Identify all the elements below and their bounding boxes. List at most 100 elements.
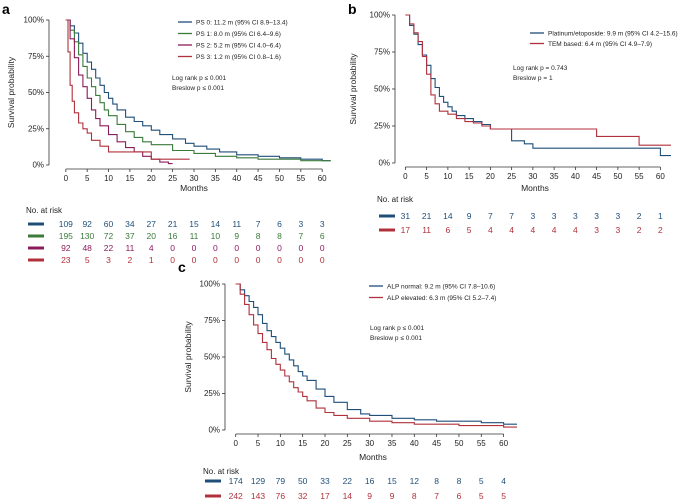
risk-count: 3	[573, 211, 578, 221]
stats-annotation: Log rank p ≤ 0.001	[172, 75, 227, 82]
x-tick-label: 10	[276, 439, 285, 448]
panel-c: c0%25%50%75%100%0 5 10 15 20 25 30 35 40 45 50 55 60…	[178, 259, 517, 501]
risk-count: 5	[479, 476, 484, 486]
risk-count: 5	[467, 225, 472, 235]
risk-count: 9	[367, 491, 372, 501]
stats-annotation: Log rank p = 0.743	[513, 65, 568, 72]
risk-count: 5	[479, 491, 484, 501]
risk-count: 6	[446, 225, 451, 235]
risk-count: 72	[104, 231, 114, 241]
risk-count: 14	[211, 219, 221, 229]
y-tick-label: 0%	[208, 426, 220, 435]
survival-curve-series-2	[235, 283, 517, 428]
risk-count: 1	[149, 255, 154, 265]
x-tick-label: 40	[410, 439, 419, 448]
x-tick-label: 60	[499, 439, 508, 448]
risk-count: 8	[412, 491, 417, 501]
x-tick-label: 25	[168, 174, 177, 183]
panel-label: b	[348, 1, 357, 17]
legend-entry: ALP normal: 9.2 m (95% CI 7.8–10.6)	[387, 284, 495, 291]
risk-count: 2	[658, 225, 663, 235]
panel-label: c	[178, 259, 186, 275]
risk-count: 6	[277, 219, 282, 229]
risk-count: 14	[343, 491, 353, 501]
y-axis-label: Survival probability	[183, 321, 193, 393]
risk-count: 8	[457, 476, 462, 486]
x-tick-label: 50	[613, 172, 622, 181]
survival-curve-series-2	[405, 14, 671, 146]
y-tick-label: 25%	[28, 124, 44, 133]
risk-count: 0	[192, 243, 197, 253]
risk-count: 11	[232, 219, 241, 229]
x-tick-label: 5	[256, 439, 261, 448]
x-tick-label: 55	[296, 174, 305, 183]
legend-entry: TEM based: 6.4 m (95% CI 4.9–7.9)	[548, 41, 652, 48]
risk-count: 92	[61, 243, 71, 253]
x-tick-label: 20	[321, 439, 330, 448]
risk-count: 143	[251, 491, 265, 501]
risk-count: 109	[59, 219, 73, 229]
risk-count: 37	[125, 231, 135, 241]
x-tick-label: 30	[365, 439, 374, 448]
risk-count: 2	[637, 225, 642, 235]
risk-count: 174	[229, 476, 243, 486]
risk-count: 31	[401, 211, 411, 221]
risk-count: 11	[125, 243, 134, 253]
risk-count: 4	[488, 225, 493, 235]
risk-count: 195	[59, 231, 73, 241]
x-tick-label: 35	[211, 174, 220, 183]
survival-curve-series-1	[235, 283, 517, 425]
risk-count: 7	[298, 231, 303, 241]
stats-annotation: Breslow p ≤ 0.001	[172, 85, 224, 92]
risk-count: 15	[387, 476, 397, 486]
risk-count: 16	[168, 231, 178, 241]
legend-entry: Platinum/etoposide: 9.9 m (95% CI 4.2–15…	[548, 31, 678, 38]
legend-entry: PS 3: 1.2 m (95% CI 0.8–1.6)	[196, 54, 281, 61]
risk-table-title: No. at risk	[26, 206, 63, 215]
risk-count: 0	[277, 243, 282, 253]
y-tick-label: 100%	[200, 280, 220, 289]
risk-count: 0	[192, 255, 197, 265]
y-tick-label: 0%	[378, 159, 390, 168]
y-axis-label: Survival probability	[348, 53, 358, 125]
risk-count: 7	[509, 211, 514, 221]
risk-count: 92	[82, 219, 92, 229]
risk-count: 7	[434, 491, 439, 501]
risk-count: 17	[320, 491, 330, 501]
risk-count: 3	[552, 211, 557, 221]
x-tick-label: 15	[125, 174, 134, 183]
risk-count: 17	[401, 225, 411, 235]
risk-count: 11	[190, 231, 199, 241]
risk-count: 10	[211, 231, 221, 241]
risk-count: 23	[61, 255, 71, 265]
risk-count: 242	[229, 491, 243, 501]
risk-count: 2	[637, 211, 642, 221]
x-tick-label: 0	[403, 172, 408, 181]
risk-count: 60	[104, 219, 114, 229]
risk-count: 8	[256, 231, 261, 241]
x-tick-label: 5	[85, 174, 90, 183]
risk-count: 8	[277, 231, 282, 241]
risk-count: 20	[147, 231, 157, 241]
risk-count: 33	[320, 476, 330, 486]
y-tick-label: 75%	[374, 48, 390, 57]
x-tick-label: 55	[477, 439, 486, 448]
stats-annotation: Breslow p = 1	[513, 75, 553, 82]
x-tick-label: 50	[275, 174, 284, 183]
risk-count: 6	[320, 231, 325, 241]
y-tick-label: 100%	[24, 16, 44, 25]
x-tick-label: 45	[432, 439, 441, 448]
y-tick-label: 100%	[370, 11, 390, 20]
risk-count: 4	[509, 225, 514, 235]
x-tick-label: 50	[455, 439, 464, 448]
risk-count: 0	[320, 255, 325, 265]
x-tick-label: 45	[592, 172, 601, 181]
x-tick-label: 60	[318, 174, 327, 183]
x-tick-label: 25	[343, 439, 352, 448]
y-tick-label: 50%	[374, 85, 390, 94]
risk-count: 7	[488, 211, 493, 221]
x-tick-label: 5	[424, 172, 429, 181]
risk-count: 9	[234, 231, 239, 241]
x-tick-label: 0	[64, 174, 69, 183]
